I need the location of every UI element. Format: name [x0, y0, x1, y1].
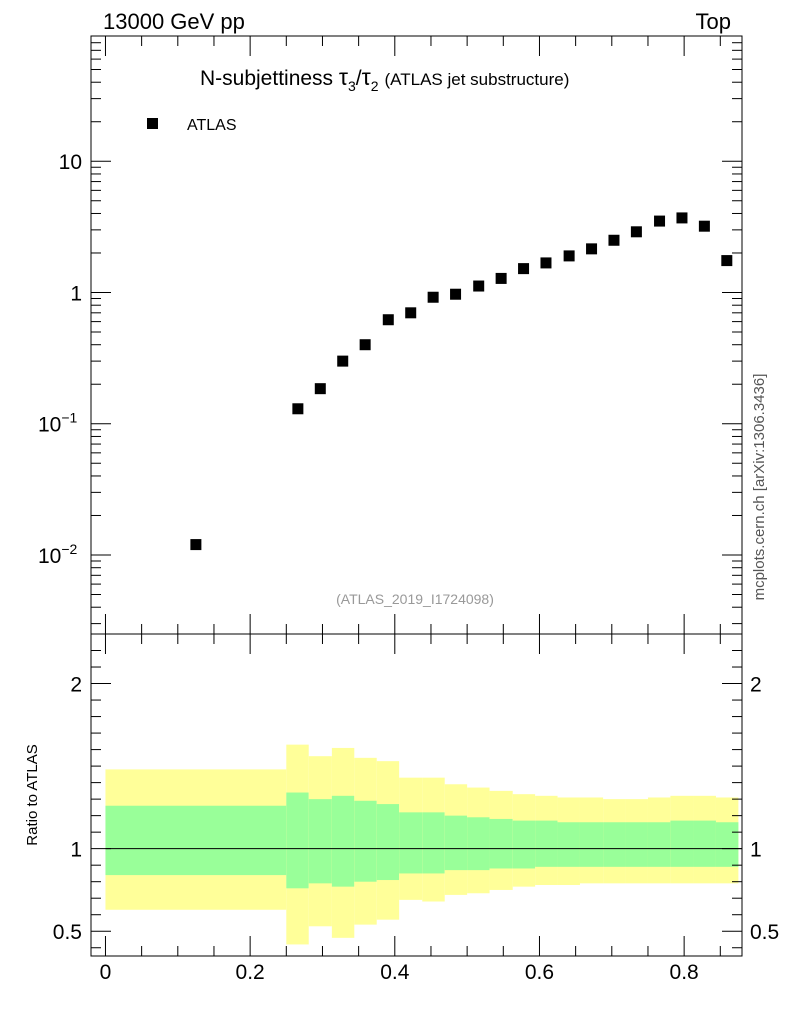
green-band-10: [489, 818, 513, 869]
title-paren: (ATLAS jet substructure): [385, 70, 570, 89]
green-band-16: [625, 822, 648, 867]
green-band-18: [670, 820, 694, 867]
green-band-11: [512, 820, 536, 869]
main-ytick-label-0: 10: [59, 151, 82, 174]
data-point-19: [698, 220, 710, 232]
uncertainty-bands: [105, 744, 742, 945]
green-band-1: [286, 792, 309, 889]
green-band-4: [354, 800, 377, 882]
data-point-16: [630, 226, 642, 238]
plot-title: N-subjettiness τ3/τ2 (ATLAS jet substruct…: [200, 64, 569, 94]
green-band-2: [308, 799, 332, 884]
title-tau-3: τ: [339, 64, 348, 90]
xtick-label-1: 0.2: [236, 961, 265, 984]
title-tau-2: τ: [362, 64, 371, 90]
main-ytick-label-1: 1: [70, 282, 82, 305]
main-ytick-label-2: 10−1: [38, 410, 78, 437]
green-band-15: [603, 822, 626, 867]
green-band-20: [715, 822, 739, 867]
data-point-7: [427, 291, 439, 303]
data-point-15: [608, 234, 620, 246]
green-band-7: [422, 812, 445, 874]
xtick-label-3: 0.6: [525, 961, 554, 984]
green-band-19: [693, 820, 716, 867]
header-process-label: Top: [696, 9, 731, 34]
data-point-4: [359, 339, 371, 351]
main-plot-frame: [90, 35, 743, 635]
data-point-14: [586, 243, 598, 255]
green-band-8: [444, 815, 468, 871]
data-point-20: [721, 255, 733, 267]
data-point-18: [676, 212, 688, 224]
data-point-6: [405, 307, 417, 319]
data-point-9: [473, 280, 485, 292]
legend-label: ATLAS: [187, 117, 237, 134]
data-point-8: [450, 288, 462, 300]
xtick-label-2: 0.4: [380, 961, 410, 984]
green-band-9: [467, 817, 490, 871]
main-ytick-label-3: 10−2: [38, 541, 78, 568]
data-point-2: [314, 383, 326, 395]
ratio-ytick-label-1: 1: [70, 839, 82, 862]
header-energy-label: 13000 GeV pp: [103, 9, 245, 34]
data-point-10: [495, 272, 507, 284]
ratio-ytick-label-right-0: 2: [750, 674, 762, 697]
axes: 10 1 10−1 10−2 2 2 1 1 0.5 0.5 0 0.2 0.4 0.6 0.8: [38, 35, 779, 984]
ratio-ytick-label-right-1: 1: [750, 839, 762, 862]
green-band-14: [579, 822, 604, 867]
data-point-12: [540, 257, 552, 269]
data-point-11: [518, 263, 530, 275]
data-point-1: [292, 403, 304, 415]
green-band-12: [535, 820, 558, 867]
source-side-label: mcplots.cern.ch [arXiv:1306.3436]: [751, 374, 768, 601]
ratio-ylabel: Ratio to ATLAS: [24, 744, 41, 845]
legend-marker: [147, 118, 158, 129]
green-band-13: [557, 822, 580, 867]
data-point-17: [654, 215, 666, 227]
green-band-5: [376, 804, 400, 881]
data-point-3: [337, 355, 349, 367]
green-band-17: [647, 822, 671, 867]
green-band-0: [105, 805, 287, 876]
data-point-13: [563, 250, 575, 262]
data-point-5: [382, 314, 394, 326]
green-band-3: [331, 795, 355, 887]
title-slash: /: [356, 67, 362, 90]
data-point-0: [190, 539, 202, 551]
xtick-label-0: 0: [100, 961, 112, 984]
ratio-ytick-label-2: 0.5: [53, 921, 82, 944]
title-main: N-subjettiness: [200, 67, 339, 90]
ratio-ytick-label-right-2: 0.5: [750, 921, 779, 944]
title-sub-3: 3: [348, 78, 356, 94]
analysis-watermark: (ATLAS_2019_I1724098): [336, 591, 494, 607]
green-band-6: [399, 812, 423, 874]
data-points: [190, 212, 733, 551]
ratio-ytick-label-0: 2: [70, 674, 82, 697]
xtick-label-4: 0.8: [670, 961, 699, 984]
title-sub-2: 2: [371, 78, 379, 94]
